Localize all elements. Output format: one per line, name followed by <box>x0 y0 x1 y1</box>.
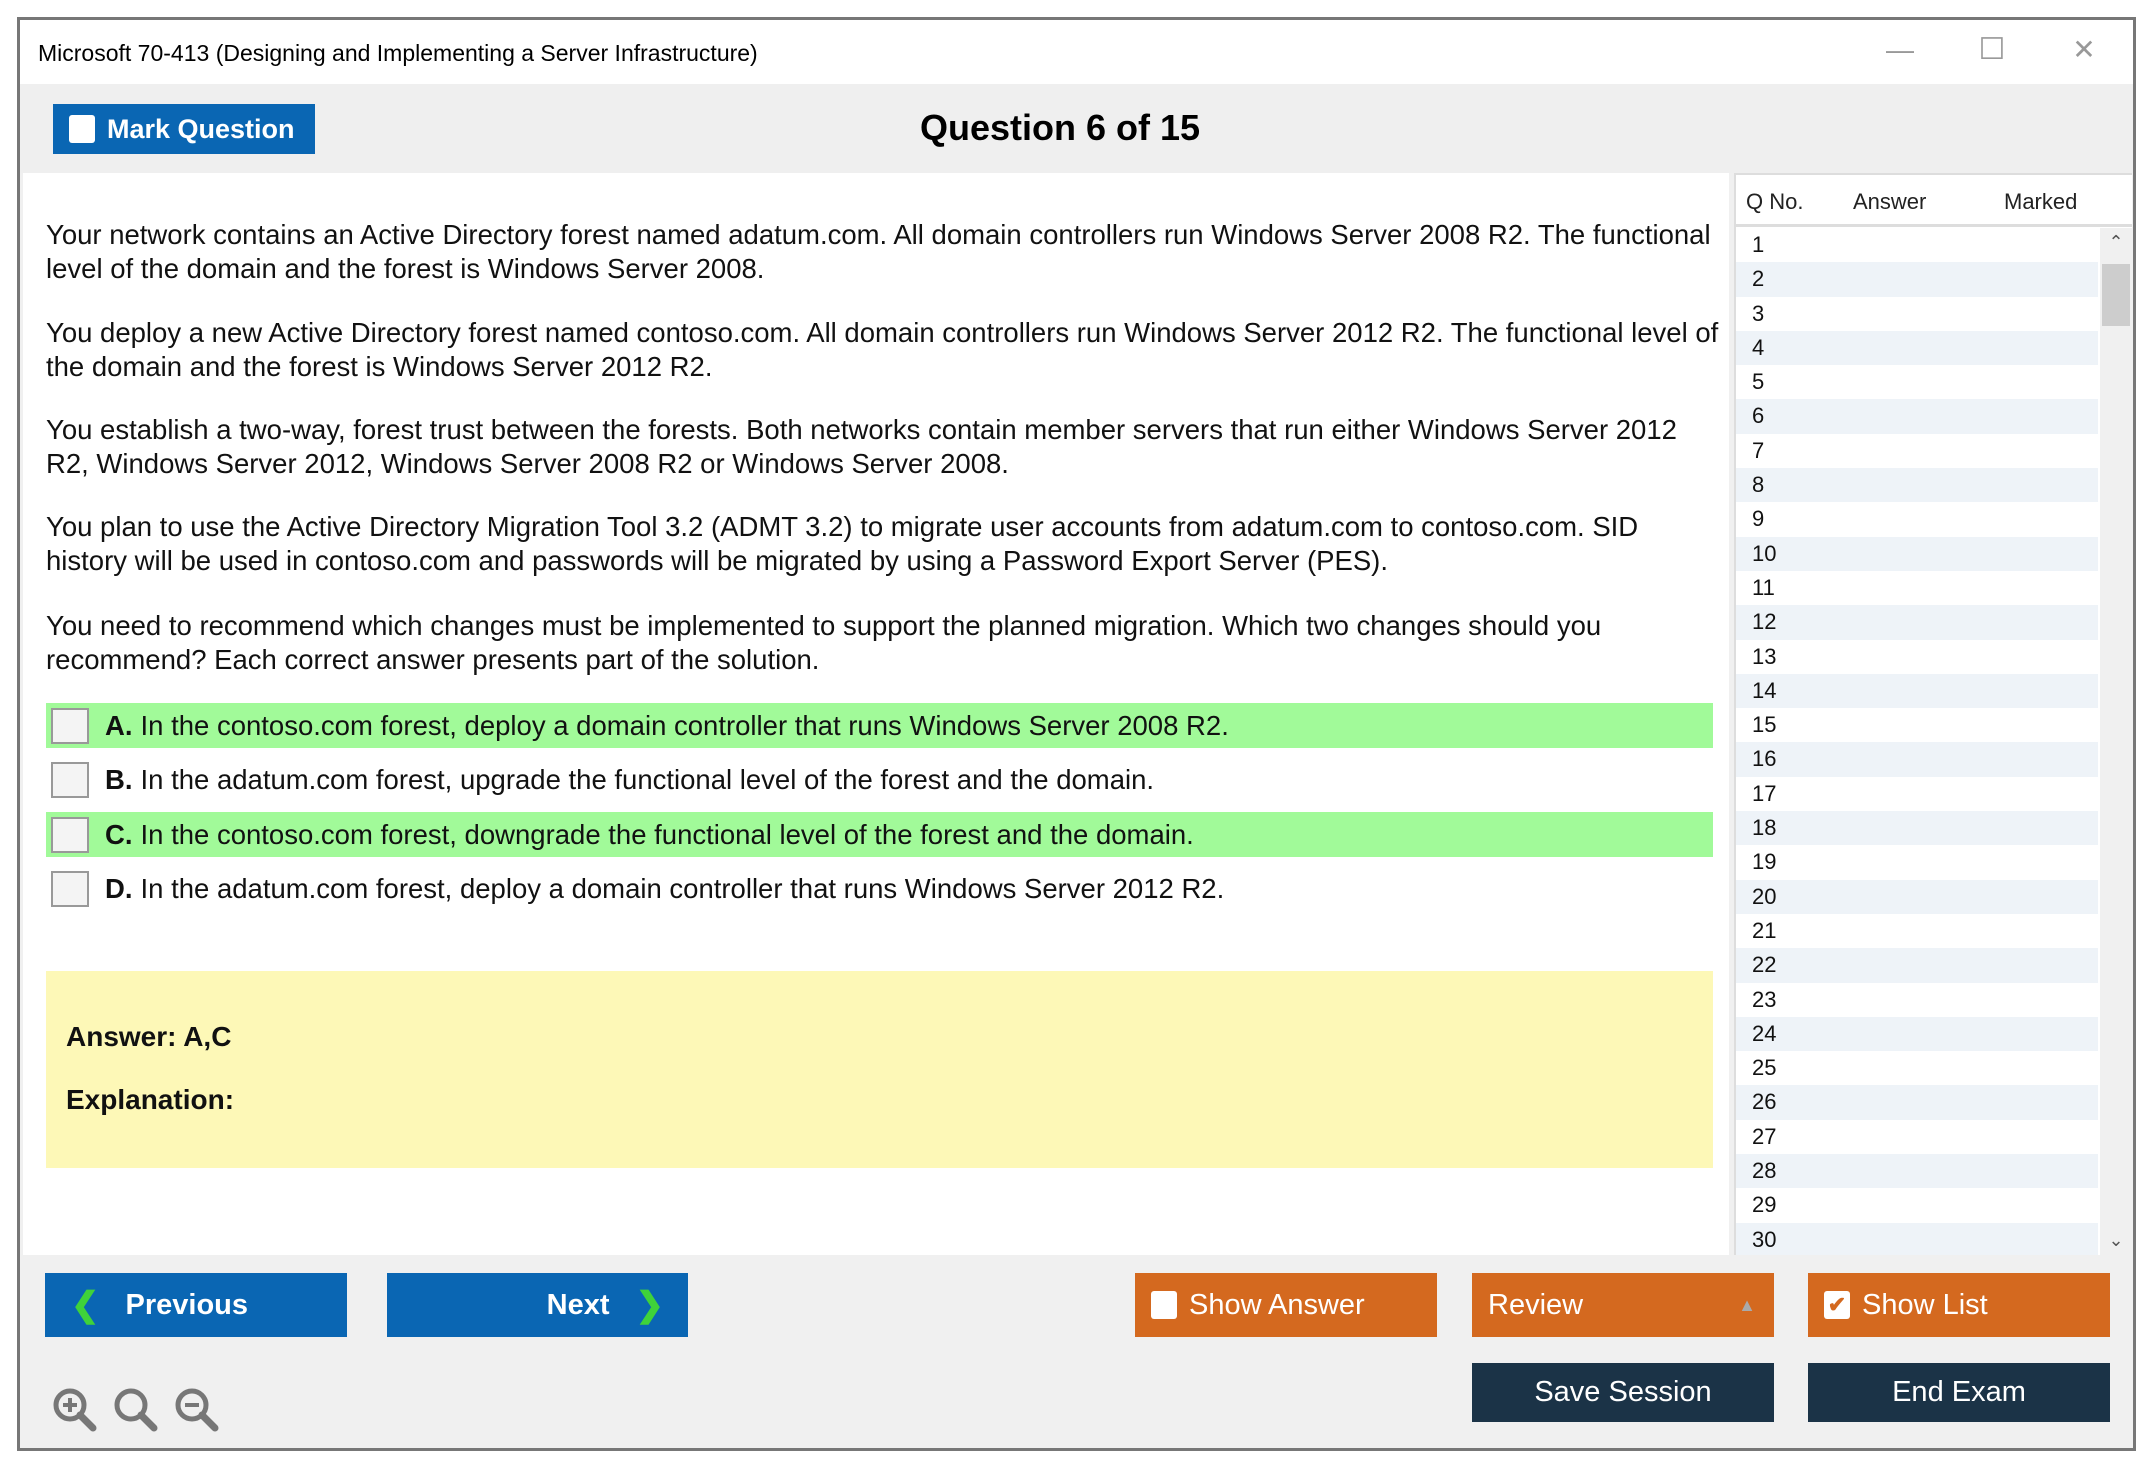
save-session-button[interactable]: Save Session <box>1472 1363 1774 1422</box>
question-list-row[interactable]: 21 <box>1752 917 1777 943</box>
scroll-up-icon[interactable]: ⌃ <box>2108 232 2124 252</box>
option-text: In the adatum.com forest, upgrade the fu… <box>140 763 1155 795</box>
option-c[interactable]: C. In the contoso.com forest, downgrade … <box>46 812 1713 857</box>
question-paragraph: Your network contains an Active Director… <box>46 219 1711 284</box>
show-list-label: Show List <box>1862 1288 1988 1321</box>
question-list-row[interactable]: 14 <box>1736 673 2098 709</box>
option-letter: C. <box>105 818 133 850</box>
question-list-row[interactable]: 17 <box>1752 780 1777 806</box>
minimize-icon[interactable]: — <box>1886 34 1914 65</box>
previous-button[interactable]: ❮ Previous <box>45 1273 347 1337</box>
answer-label: Answer: A,C <box>66 1021 232 1052</box>
question-paragraph: You establish a two-way, forest trust be… <box>46 414 1677 479</box>
scrollbar[interactable]: ⌃ ⌄ <box>2100 228 2132 1255</box>
option-letter: A. <box>105 709 133 741</box>
question-list-row[interactable]: 4 <box>1736 330 2098 366</box>
option-text: In the contoso.com forest, deploy a doma… <box>140 709 1229 741</box>
question-list-row[interactable]: 2 <box>1736 262 2098 297</box>
question-list-row[interactable]: 9 <box>1752 506 1765 532</box>
close-icon[interactable]: ✕ <box>2072 34 2096 65</box>
next-label: Next <box>546 1288 610 1321</box>
question-list-row[interactable]: 19 <box>1752 849 1777 875</box>
question-list-row[interactable]: 5 <box>1752 369 1765 395</box>
end-exam-label: End Exam <box>1892 1376 2026 1408</box>
option-letter: B. <box>105 763 133 795</box>
review-button[interactable]: Review ▲ <box>1472 1273 1774 1337</box>
checkbox-icon <box>69 115 95 143</box>
question-list: Q No. Answer Marked 1 2 3 4 5 6 7 8 9 10 11 12 13 14 1… <box>1734 173 2132 1255</box>
checkbox-icon <box>1151 1291 1177 1319</box>
question-list-row[interactable]: 12 <box>1736 605 2098 640</box>
question-paragraph: You need to recommend which changes must… <box>46 610 1602 675</box>
caret-up-icon: ▲ <box>1738 1294 1756 1315</box>
question-panel: Your network contains an Active Director… <box>23 173 1729 1255</box>
question-list-row[interactable]: 6 <box>1736 399 2098 434</box>
question-list-row[interactable]: 1 <box>1752 232 1765 257</box>
question-list-row[interactable]: 15 <box>1752 712 1777 738</box>
show-answer-label: Show Answer <box>1189 1288 1365 1321</box>
question-list-row[interactable]: 24 <box>1736 1016 2098 1052</box>
question-list-row[interactable]: 16 <box>1736 742 2098 777</box>
save-session-label: Save Session <box>1534 1376 1712 1408</box>
option-letter: D. <box>105 872 133 904</box>
title-bar: Microsoft 70-413 (Designing and Implemen… <box>20 20 2133 84</box>
chevron-right-icon: ❯ <box>635 1286 665 1324</box>
column-header-answer[interactable]: Answer <box>1853 189 1927 214</box>
option-checkbox[interactable] <box>51 761 89 798</box>
question-list-row[interactable]: 25 <box>1752 1055 1777 1081</box>
question-list-row[interactable]: 26 <box>1736 1085 2098 1120</box>
option-checkbox[interactable] <box>51 707 89 744</box>
question-list-row[interactable]: 23 <box>1752 986 1777 1012</box>
review-label: Review <box>1488 1288 1584 1321</box>
question-paragraph: You plan to use the Active Directory Mig… <box>46 511 1639 576</box>
question-list-row[interactable]: 11 <box>1752 574 1775 600</box>
window-title: Microsoft 70-413 (Designing and Implemen… <box>38 40 758 66</box>
question-list-row[interactable]: 28 <box>1736 1154 2098 1189</box>
zoom-in-icon[interactable] <box>50 1385 98 1433</box>
show-answer-button[interactable]: Show Answer <box>1135 1273 1437 1337</box>
column-header-marked[interactable]: Marked <box>2004 189 2078 214</box>
scrollbar-thumb[interactable] <box>2102 264 2130 326</box>
zoom-reset-icon[interactable] <box>111 1385 159 1433</box>
explanation-label: Explanation: <box>66 1084 235 1115</box>
header: Mark Question Question 6 of 15 <box>20 84 2133 173</box>
zoom-out-icon[interactable] <box>172 1385 220 1433</box>
column-header-qno[interactable]: Q No. <box>1746 189 1804 214</box>
question-list-row[interactable]: 18 <box>1736 811 2098 846</box>
question-list-row[interactable]: 22 <box>1736 948 2098 983</box>
end-exam-button[interactable]: End Exam <box>1808 1363 2110 1422</box>
question-list-row[interactable]: 8 <box>1736 468 2098 503</box>
question-list-rows: 1 2 3 4 5 6 7 8 9 10 11 12 13 14 15 16 17 18 19 20 21 22 23 24 2… <box>1736 228 2098 1255</box>
previous-label: Previous <box>125 1288 249 1321</box>
question-list-row[interactable]: 27 <box>1752 1123 1777 1149</box>
checkbox-checked-icon: ✔ <box>1824 1291 1850 1319</box>
question-list-header: Q No. Answer Marked <box>1736 173 2132 227</box>
question-list-row[interactable]: 30 <box>1736 1222 2098 1255</box>
mark-question-label: Mark Question <box>107 113 295 144</box>
option-text: In the adatum.com forest, deploy a domai… <box>140 872 1225 904</box>
option-d[interactable]: D. In the adatum.com forest, deploy a do… <box>46 866 1713 911</box>
next-button[interactable]: Next ❯ <box>387 1273 688 1337</box>
question-list-row[interactable]: 10 <box>1736 536 2098 571</box>
exam-window: Microsoft 70-413 (Designing and Implemen… <box>17 17 2136 1451</box>
option-b[interactable]: B. In the adatum.com forest, upgrade the… <box>46 757 1713 802</box>
answer-box: Answer: A,C Explanation: <box>46 971 1713 1168</box>
option-a[interactable]: A. In the contoso.com forest, deploy a d… <box>46 703 1713 748</box>
mark-question-button[interactable]: Mark Question <box>53 104 315 154</box>
question-list-row[interactable]: 7 <box>1752 437 1765 463</box>
question-list-row[interactable]: 3 <box>1752 300 1765 326</box>
scroll-down-icon[interactable]: ⌄ <box>2108 1230 2124 1250</box>
question-paragraph: You deploy a new Active Directory forest… <box>46 317 1719 382</box>
chevron-left-icon: ❮ <box>71 1286 100 1324</box>
question-list-row[interactable]: 29 <box>1752 1192 1777 1218</box>
option-text: In the contoso.com forest, downgrade the… <box>140 818 1194 850</box>
show-list-button[interactable]: ✔ Show List <box>1808 1273 2110 1337</box>
question-list-row[interactable]: 13 <box>1752 643 1777 669</box>
question-title: Question 6 of 15 <box>919 107 1201 148</box>
question-list-row[interactable]: 20 <box>1736 879 2098 914</box>
option-checkbox[interactable] <box>51 870 89 907</box>
maximize-icon[interactable]: ☐ <box>1978 33 2006 66</box>
option-checkbox[interactable] <box>51 816 89 853</box>
